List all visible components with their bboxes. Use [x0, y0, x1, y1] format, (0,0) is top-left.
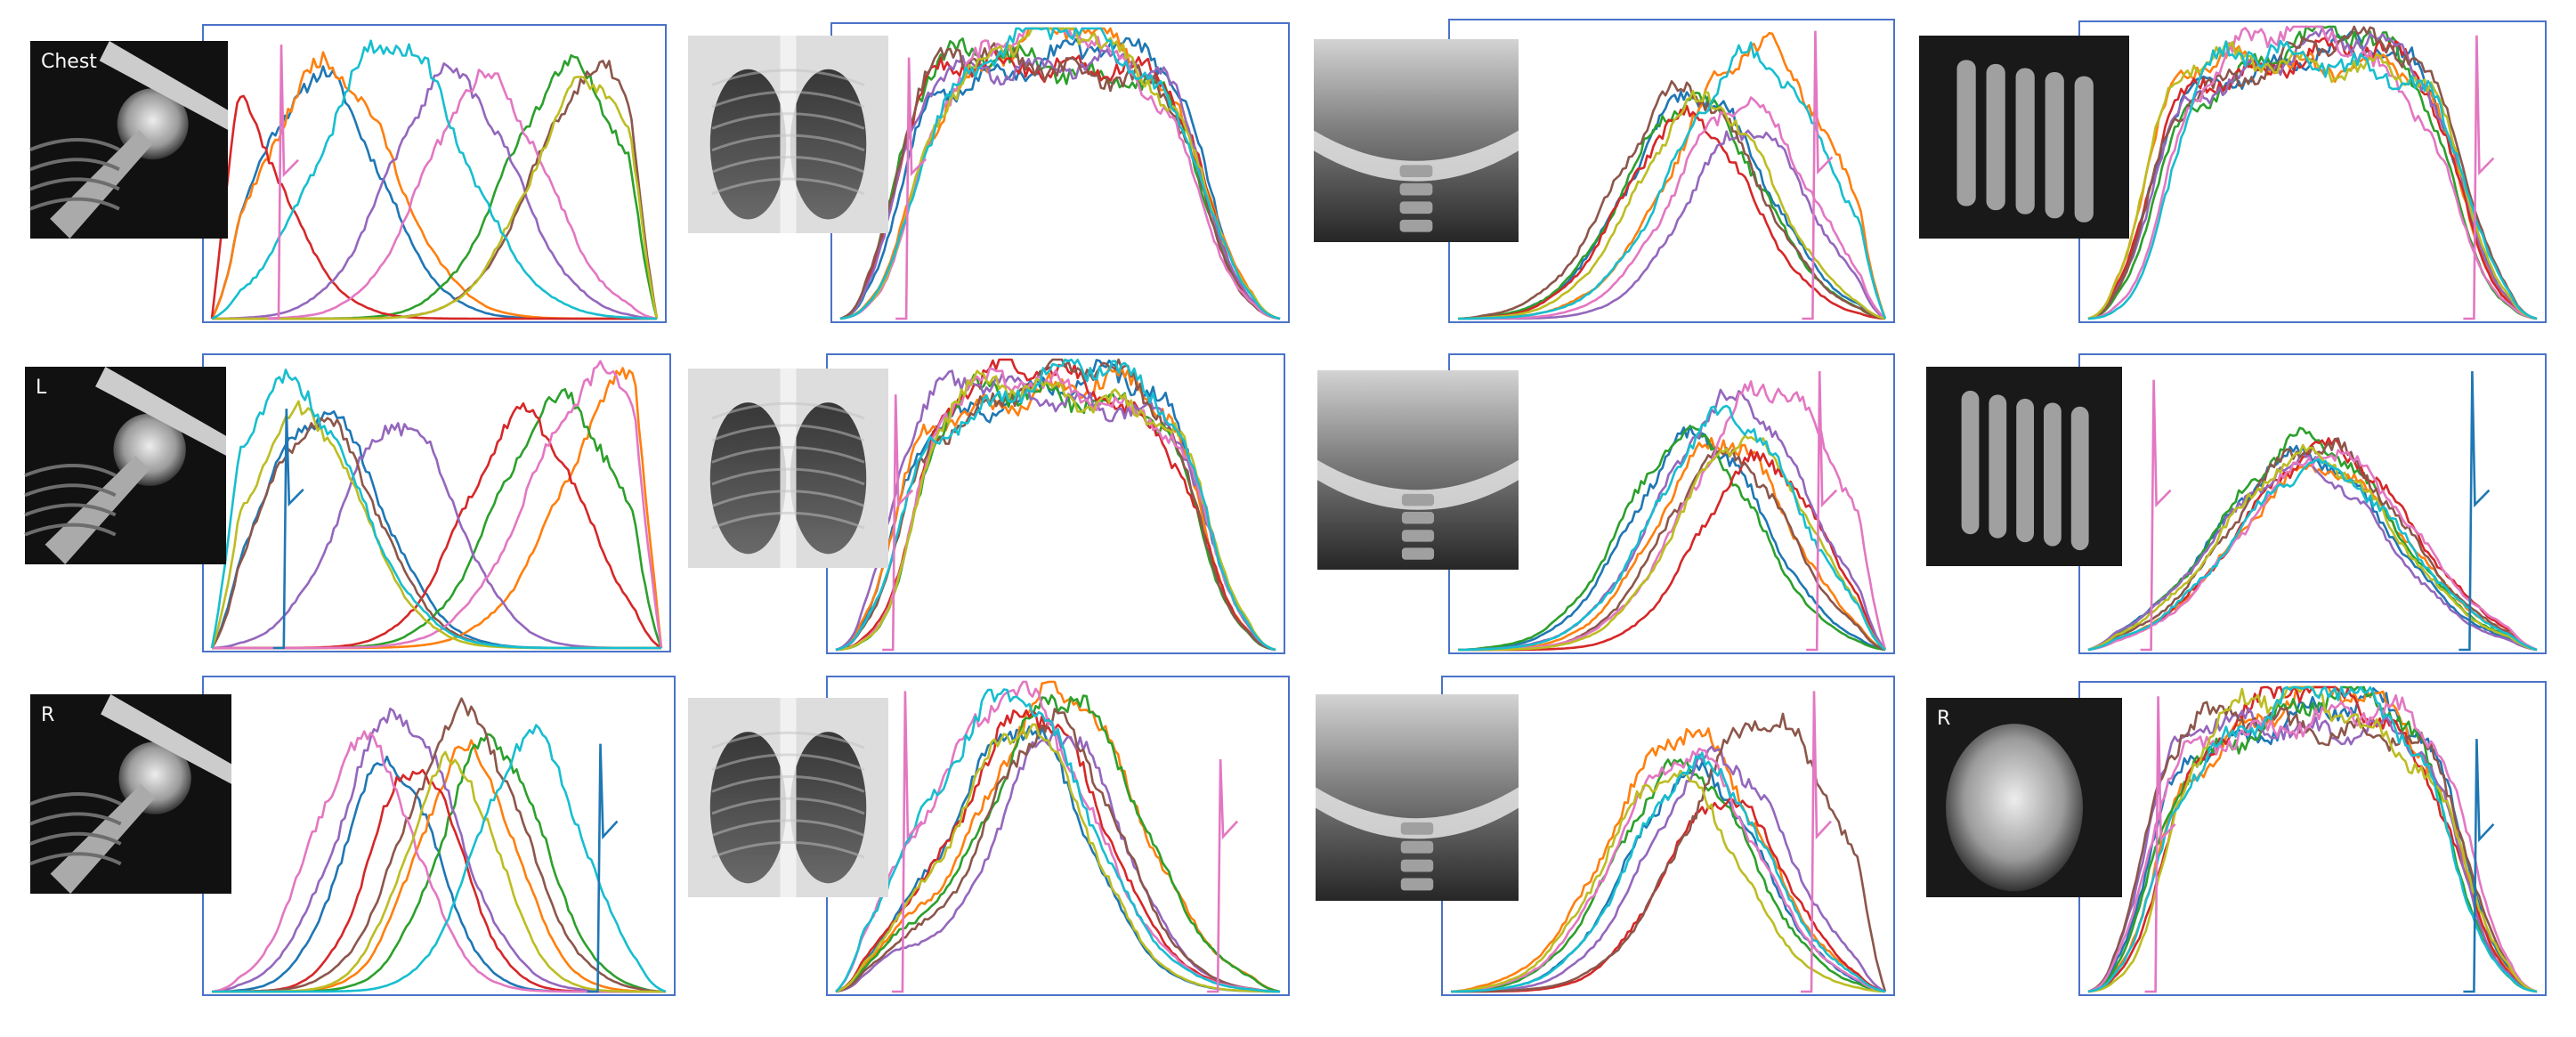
series-curve — [2087, 36, 2538, 320]
series-curve — [835, 709, 1281, 993]
series-curve — [839, 27, 1281, 320]
xray-thumbnail-shoulder: L — [24, 367, 226, 564]
series-curve — [2087, 458, 2538, 652]
histogram-curves — [210, 39, 659, 320]
histogram-curves — [1450, 691, 1887, 993]
clipping-spike — [891, 691, 923, 993]
xray-thumbnail-shoulder: R — [29, 694, 231, 894]
series-curve — [2087, 707, 2538, 993]
panel-r1c4 — [1919, 20, 2547, 323]
series-curve — [1457, 425, 1886, 652]
panel-r1c3 — [1314, 19, 1895, 323]
series-curve — [210, 94, 657, 320]
histogram-curves — [2087, 25, 2538, 320]
panel-r1c2 — [688, 22, 1290, 323]
series-curve — [212, 360, 663, 650]
xray-burnin-label: R — [41, 704, 54, 726]
series-curve — [2087, 25, 2538, 320]
series-curve — [839, 36, 1281, 320]
panel-r2c4 — [1926, 353, 2547, 654]
xray-burnin-label: R — [1937, 708, 1950, 730]
series-curve — [2087, 701, 2538, 993]
series-curve — [1458, 404, 1886, 652]
series-curve — [212, 62, 658, 320]
series-curve — [2087, 25, 2538, 320]
series-curve — [2087, 39, 2538, 320]
panel-r2c2 — [688, 353, 1285, 654]
series-curve — [835, 708, 1281, 993]
plot-frame — [202, 353, 671, 652]
xray-thumbnail-foot — [1926, 367, 2122, 566]
clipping-spike — [272, 409, 304, 650]
series-curve — [835, 365, 1276, 652]
clipping-spike — [2463, 739, 2495, 993]
clipping-spike — [1806, 370, 1838, 652]
series-curve — [2087, 443, 2538, 652]
clipping-spike — [2463, 35, 2495, 320]
series-curve — [2087, 437, 2538, 652]
xray-thumbnail-chest — [688, 698, 888, 897]
xray-thumbnail-ankle: R — [1926, 698, 2122, 897]
clipping-spike — [268, 45, 299, 320]
xray-thumbnail-foot — [1919, 36, 2129, 239]
series-curve — [2087, 449, 2538, 652]
histogram-curves — [1457, 30, 1887, 320]
series-curve — [2087, 25, 2538, 320]
series-curve — [2087, 27, 2538, 320]
xray-thumbnail-chest — [688, 369, 888, 568]
series-curve — [2087, 685, 2538, 993]
series-curve — [1450, 769, 1886, 993]
series-curve — [835, 688, 1281, 993]
panel-r3c2 — [688, 676, 1290, 996]
panel-r2c1: L — [24, 353, 671, 652]
clipping-spike — [587, 743, 619, 993]
xray-thumbnail-chest — [688, 36, 888, 233]
panel-r2c3 — [1317, 353, 1895, 654]
histogram-curves — [835, 358, 1276, 652]
xray-burnin-label: Chest — [41, 51, 97, 73]
plot-frame — [826, 353, 1285, 654]
series-curve — [839, 42, 1281, 320]
plot-frame — [202, 676, 676, 996]
clipping-spike — [895, 57, 928, 320]
clipping-spike — [2144, 696, 2176, 993]
series-curve — [835, 358, 1276, 652]
clipping-spike — [1802, 30, 1834, 320]
xray-thumbnail-cspine — [1314, 39, 1519, 242]
clipping-spike — [1207, 758, 1239, 993]
series-curve — [211, 39, 657, 320]
series-curve — [2087, 693, 2538, 993]
xray-thumbnail-cspine — [1317, 370, 1519, 570]
xray-thumbnail-shoulder: Chest — [29, 41, 228, 239]
panel-r3c1: R — [29, 676, 676, 996]
clipping-spike — [1801, 691, 1832, 993]
clipping-spike — [2140, 379, 2172, 652]
histogram-curves — [2087, 685, 2538, 993]
panel-r3c3 — [1316, 676, 1895, 996]
histogram-curves — [210, 360, 663, 650]
series-curve — [2087, 437, 2538, 652]
clipping-spike — [882, 394, 914, 652]
series-curve — [212, 724, 667, 993]
histogram-curves — [1457, 370, 1887, 652]
histogram-curves — [839, 27, 1281, 320]
series-curve — [839, 27, 1281, 320]
xray-burnin-label: L — [36, 377, 47, 399]
panel-r1c1: Chest — [29, 24, 667, 323]
xray-thumbnail-cspine — [1316, 694, 1519, 901]
clipping-spike — [2459, 370, 2491, 652]
series-curve — [2087, 685, 2538, 993]
histogram-curves — [835, 680, 1281, 993]
series-curve — [835, 723, 1280, 993]
series-curve — [2087, 685, 2538, 993]
histogram-curves — [211, 697, 667, 993]
histogram-curves — [2087, 370, 2538, 652]
series-curve — [1458, 434, 1886, 652]
series-curve — [212, 697, 667, 993]
panel-r3c4: R — [1926, 681, 2547, 996]
series-curve — [212, 76, 659, 320]
series-curve — [210, 369, 661, 650]
